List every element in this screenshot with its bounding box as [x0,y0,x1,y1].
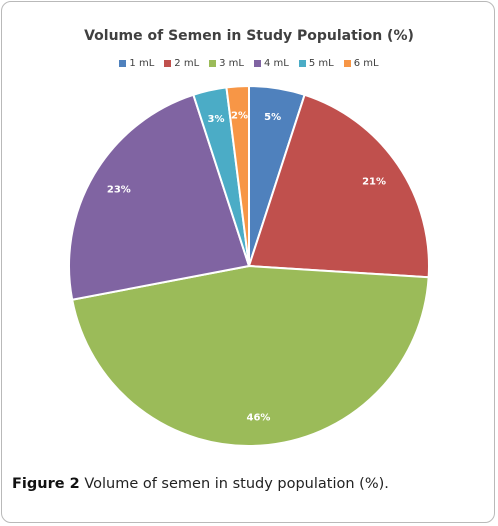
legend-item-4ml: 4 mL [254,58,289,69]
legend-swatch-5ml [298,60,306,67]
pie-chart: 5% 21% 46% 23% 3% 2% [68,84,430,447]
pie-slice-3ml [71,264,430,447]
legend-swatch-4ml [254,60,261,67]
pie-label-1ml: 5% [264,112,281,123]
pie-label-6ml: 2% [231,111,248,122]
pie-label-3ml: 46% [247,412,271,423]
pie-data-labels: 5% 21% 46% 23% 3% 2% [107,111,386,424]
pie-label-5ml: 3% [208,114,225,125]
legend-swatch-3ml [209,60,217,67]
pie-slices [68,84,430,447]
figure-caption: Figure 2 Volume of semen in study popula… [12,476,492,492]
legend-label-1ml: 1 mL [129,58,155,69]
pie-label-2ml: 21% [362,177,386,188]
pie-slice-4ml [68,93,251,301]
legend-item-1ml: 1 mL [119,58,154,69]
caption-label: Figure 2 [12,476,80,492]
chart-legend: 1 mL 2 mL 3 mL 4 mL 5 mL 6 mL [0,58,498,69]
legend-label-2ml: 2 mL [174,58,200,69]
legend-swatch-6ml [343,60,351,67]
legend-swatch-2ml [164,60,172,67]
legend-item-3ml: 3 mL [209,58,244,69]
pie-slice-6ml [225,84,250,267]
pie-slice-2ml [247,93,430,279]
legend-swatch-1ml [119,60,127,67]
legend-item-2ml: 2 mL [164,58,199,69]
legend-item-5ml: 5 mL [298,58,334,69]
legend-label-3ml: 3 mL [219,58,244,69]
legend-label-5ml: 5 mL [308,58,334,69]
legend-label-4ml: 4 mL [264,58,289,69]
chart-title: Volume of Semen in Study Population (%) [84,28,414,44]
legend-label-6ml: 6 mL [353,58,379,69]
legend-item-6ml: 6 mL [343,58,379,69]
pie-label-4ml: 23% [107,185,131,196]
caption-text: Volume of semen in study population (%). [84,476,389,492]
